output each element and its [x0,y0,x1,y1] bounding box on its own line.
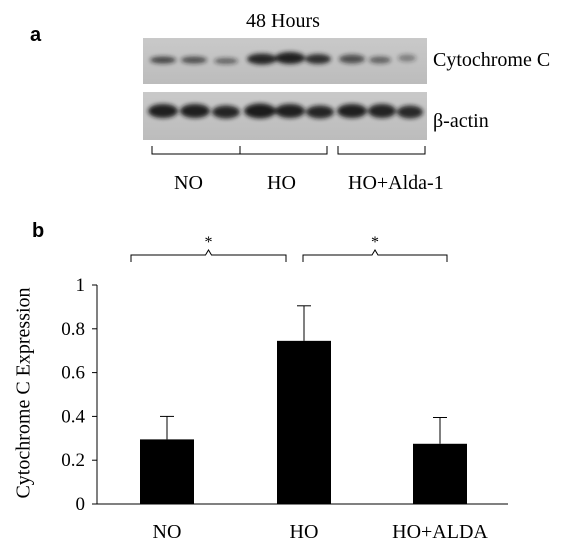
band [275,104,305,118]
x-tick-label: NO [153,521,182,543]
band [150,56,176,64]
x-tick-label: HO+ALDA [392,521,488,543]
y-tick-label: 0.4 [61,406,85,427]
band-label-cytochrome-c: Cytochrome C [433,49,551,71]
band [306,105,334,119]
x-tick-label: HO [290,521,319,543]
y-tick-label: 1 [76,275,86,296]
y-tick-label: 0.2 [61,450,85,471]
y-tick-label: 0.6 [61,363,85,384]
significance-star: * [205,234,213,251]
group-label-ho-alda1: HO+Alda-1 [348,172,444,194]
panel-a-label: a [30,24,42,46]
band [368,104,396,118]
significance-bracket [302,249,448,262]
y-tick-label: 0.8 [61,319,85,340]
bar [140,439,194,504]
panel-b-label: b [32,220,45,242]
band [214,58,238,64]
band [247,53,277,65]
band [337,104,367,118]
band [181,56,207,64]
band [398,54,416,62]
bar [277,340,331,504]
group-bracket-ho [239,146,328,155]
band [369,56,391,64]
band [244,103,276,119]
band [148,104,178,118]
significance-star: * [371,234,379,251]
band [212,105,240,119]
band [339,54,365,64]
bar [413,443,467,504]
group-bracket-ho-alda1 [337,146,426,155]
significance-bracket [130,249,287,262]
timepoint-label: 48 Hours [246,10,320,32]
western-blot-figure [143,38,427,155]
band [275,52,305,64]
y-tick-label: 0 [76,494,86,515]
group-label-ho: HO [267,172,296,194]
band [397,105,423,119]
band [305,54,331,64]
band-label-beta-actin: β-actin [433,110,489,132]
band [180,104,210,118]
y-axis-label: Cytochrome C Expression [12,287,35,499]
group-label-no: NO [174,172,203,194]
